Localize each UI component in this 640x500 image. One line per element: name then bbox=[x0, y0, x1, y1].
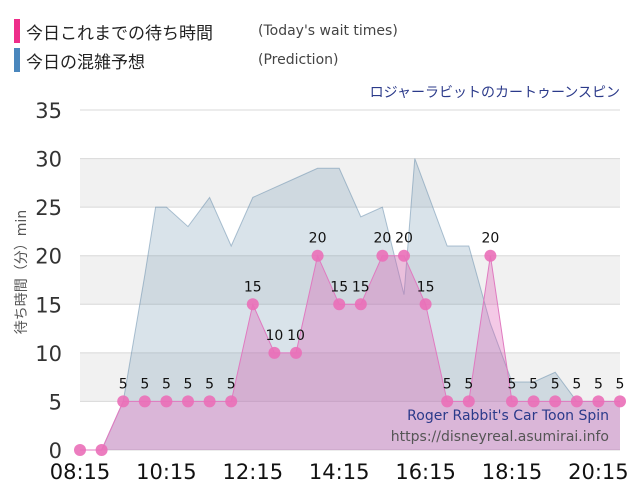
axes: 0 5 10 15 20 25 30 35 08:15 10:15 12:15 14:15 16:15 1… bbox=[35, 99, 628, 484]
legend-sub-today: (Today's wait times) bbox=[258, 23, 398, 39]
today-point bbox=[182, 395, 194, 408]
data-label: 5 bbox=[529, 376, 538, 392]
data-label: 10 bbox=[287, 328, 305, 344]
today-point bbox=[74, 444, 86, 456]
today-point bbox=[290, 346, 302, 359]
y-tick-label: 15 bbox=[35, 293, 62, 317]
today-point bbox=[376, 249, 389, 262]
data-label: 15 bbox=[417, 279, 435, 295]
x-tick-label: 16:15 bbox=[395, 460, 456, 484]
today-point bbox=[333, 298, 346, 311]
y-tick-label: 30 bbox=[35, 148, 62, 172]
data-label: 15 bbox=[244, 279, 262, 295]
chart-title: ロジャーラビットのカートゥーンスピン bbox=[370, 85, 620, 101]
y-axis-label: 待ち時間（分）min bbox=[14, 210, 30, 334]
today-point bbox=[506, 395, 518, 408]
y-tick-label: 25 bbox=[35, 196, 62, 220]
today-point bbox=[225, 395, 238, 408]
plot-band bbox=[80, 110, 620, 159]
today-point bbox=[527, 395, 540, 408]
data-label: 5 bbox=[464, 376, 473, 392]
today-point bbox=[549, 395, 562, 408]
data-label: 5 bbox=[551, 376, 560, 392]
today-point bbox=[398, 249, 410, 262]
plot-background bbox=[80, 110, 620, 450]
y-tick-label: 20 bbox=[35, 245, 62, 269]
y-tick-label: 0 bbox=[49, 439, 62, 463]
prediction-line bbox=[80, 158, 620, 451]
plot-band bbox=[80, 158, 620, 208]
data-label: 20 bbox=[309, 231, 327, 247]
data-label: 15 bbox=[352, 279, 370, 295]
data-label: 5 bbox=[572, 376, 581, 392]
today-point bbox=[160, 395, 173, 408]
data-label: 5 bbox=[227, 376, 236, 392]
legend-sub-prediction: (Prediction) bbox=[258, 52, 339, 68]
today-point bbox=[614, 395, 626, 408]
x-tick-label: 18:15 bbox=[482, 460, 543, 484]
x-tick-label: 10:15 bbox=[136, 460, 197, 484]
today-point bbox=[268, 346, 281, 359]
today-point bbox=[203, 395, 216, 408]
y-tick-label: 35 bbox=[35, 99, 62, 123]
data-label: 5 bbox=[162, 376, 171, 392]
plot-band bbox=[80, 255, 620, 305]
data-label: 5 bbox=[616, 376, 625, 392]
today-point bbox=[441, 395, 454, 408]
today-point bbox=[354, 298, 367, 311]
plot-band bbox=[80, 207, 620, 256]
today-point bbox=[484, 249, 497, 262]
legend-label-prediction: 今日の混雑予想 bbox=[26, 52, 145, 73]
today-point bbox=[570, 395, 583, 408]
x-tick-label: 08:15 bbox=[50, 460, 111, 484]
legend-item-prediction: 今日の混雑予想 (Prediction) bbox=[14, 47, 338, 73]
data-label: 20 bbox=[395, 231, 413, 247]
data-label: 20 bbox=[481, 231, 499, 247]
today-point bbox=[462, 395, 475, 408]
today-point bbox=[95, 444, 108, 456]
data-label: 5 bbox=[119, 376, 128, 392]
data-label: 5 bbox=[205, 376, 214, 392]
plot-band bbox=[80, 401, 620, 450]
legend-item-today: 今日これまでの待ち時間 (Today's wait times) bbox=[14, 18, 398, 44]
footer-name: Roger Rabbit's Car Toon Spin bbox=[407, 408, 609, 424]
data-label: 5 bbox=[594, 376, 603, 392]
today-point bbox=[592, 395, 605, 408]
x-tick-label: 20:15 bbox=[568, 460, 629, 484]
legend-swatch-prediction bbox=[14, 48, 20, 72]
data-label: 10 bbox=[265, 328, 283, 344]
today-point bbox=[419, 298, 432, 311]
data-label: 5 bbox=[140, 376, 149, 392]
data-label: 15 bbox=[330, 279, 348, 295]
y-tick-label: 10 bbox=[35, 342, 62, 366]
data-label: 5 bbox=[508, 376, 517, 392]
x-tick-label: 12:15 bbox=[223, 460, 284, 484]
today-point bbox=[138, 395, 151, 408]
legend-swatch-today bbox=[14, 19, 20, 43]
y-tick-label: 5 bbox=[49, 390, 62, 414]
footer-url: https://disneyreal.asumirai.info bbox=[391, 429, 609, 445]
today-point bbox=[311, 249, 324, 262]
plot-band bbox=[80, 352, 620, 402]
data-label: 5 bbox=[184, 376, 193, 392]
legend-label-today: 今日これまでの待ち時間 bbox=[26, 23, 213, 44]
today-point bbox=[246, 298, 259, 311]
x-tick-label: 14:15 bbox=[309, 460, 370, 484]
data-label: 5 bbox=[443, 376, 452, 392]
today-point bbox=[117, 395, 130, 408]
plot-band bbox=[80, 304, 620, 353]
data-label: 20 bbox=[373, 231, 391, 247]
